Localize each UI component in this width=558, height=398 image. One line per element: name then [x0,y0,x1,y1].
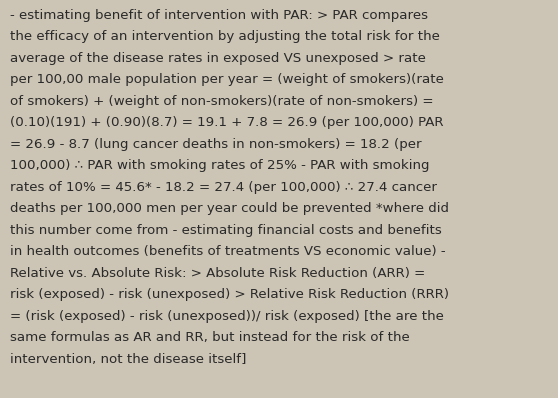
Text: - estimating benefit of intervention with PAR: > PAR compares: - estimating benefit of intervention wit… [10,9,428,22]
Text: = (risk (exposed) - risk (unexposed))/ risk (exposed) [the are the: = (risk (exposed) - risk (unexposed))/ r… [10,310,444,323]
Text: 100,000) ∴ PAR with smoking rates of 25% - PAR with smoking: 100,000) ∴ PAR with smoking rates of 25%… [10,159,430,172]
Text: intervention, not the disease itself]: intervention, not the disease itself] [10,353,247,366]
Text: the efficacy of an intervention by adjusting the total risk for the: the efficacy of an intervention by adjus… [10,30,440,43]
Text: risk (exposed) - risk (unexposed) > Relative Risk Reduction (RRR): risk (exposed) - risk (unexposed) > Rela… [10,288,449,301]
Text: in health outcomes (benefits of treatments VS economic value) -: in health outcomes (benefits of treatmen… [10,245,446,258]
Text: average of the disease rates in exposed VS unexposed > rate: average of the disease rates in exposed … [10,52,426,65]
Text: per 100,00 male population per year = (weight of smokers)(rate: per 100,00 male population per year = (w… [10,73,444,86]
Text: same formulas as AR and RR, but instead for the risk of the: same formulas as AR and RR, but instead … [10,331,410,344]
Text: of smokers) + (weight of non-smokers)(rate of non-smokers) =: of smokers) + (weight of non-smokers)(ra… [10,95,434,108]
Text: rates of 10% = 45.6* - 18.2 = 27.4 (per 100,000) ∴ 27.4 cancer: rates of 10% = 45.6* - 18.2 = 27.4 (per … [10,181,437,194]
Text: Relative vs. Absolute Risk: > Absolute Risk Reduction (ARR) =: Relative vs. Absolute Risk: > Absolute R… [10,267,425,280]
Text: = 26.9 - 8.7 (lung cancer deaths in non-smokers) = 18.2 (per: = 26.9 - 8.7 (lung cancer deaths in non-… [10,138,422,151]
Text: deaths per 100,000 men per year could be prevented *where did: deaths per 100,000 men per year could be… [10,202,449,215]
Text: (0.10)(191) + (0.90)(8.7) = 19.1 + 7.8 = 26.9 (per 100,000) PAR: (0.10)(191) + (0.90)(8.7) = 19.1 + 7.8 =… [10,116,444,129]
Text: this number come from - estimating financial costs and benefits: this number come from - estimating finan… [10,224,442,237]
